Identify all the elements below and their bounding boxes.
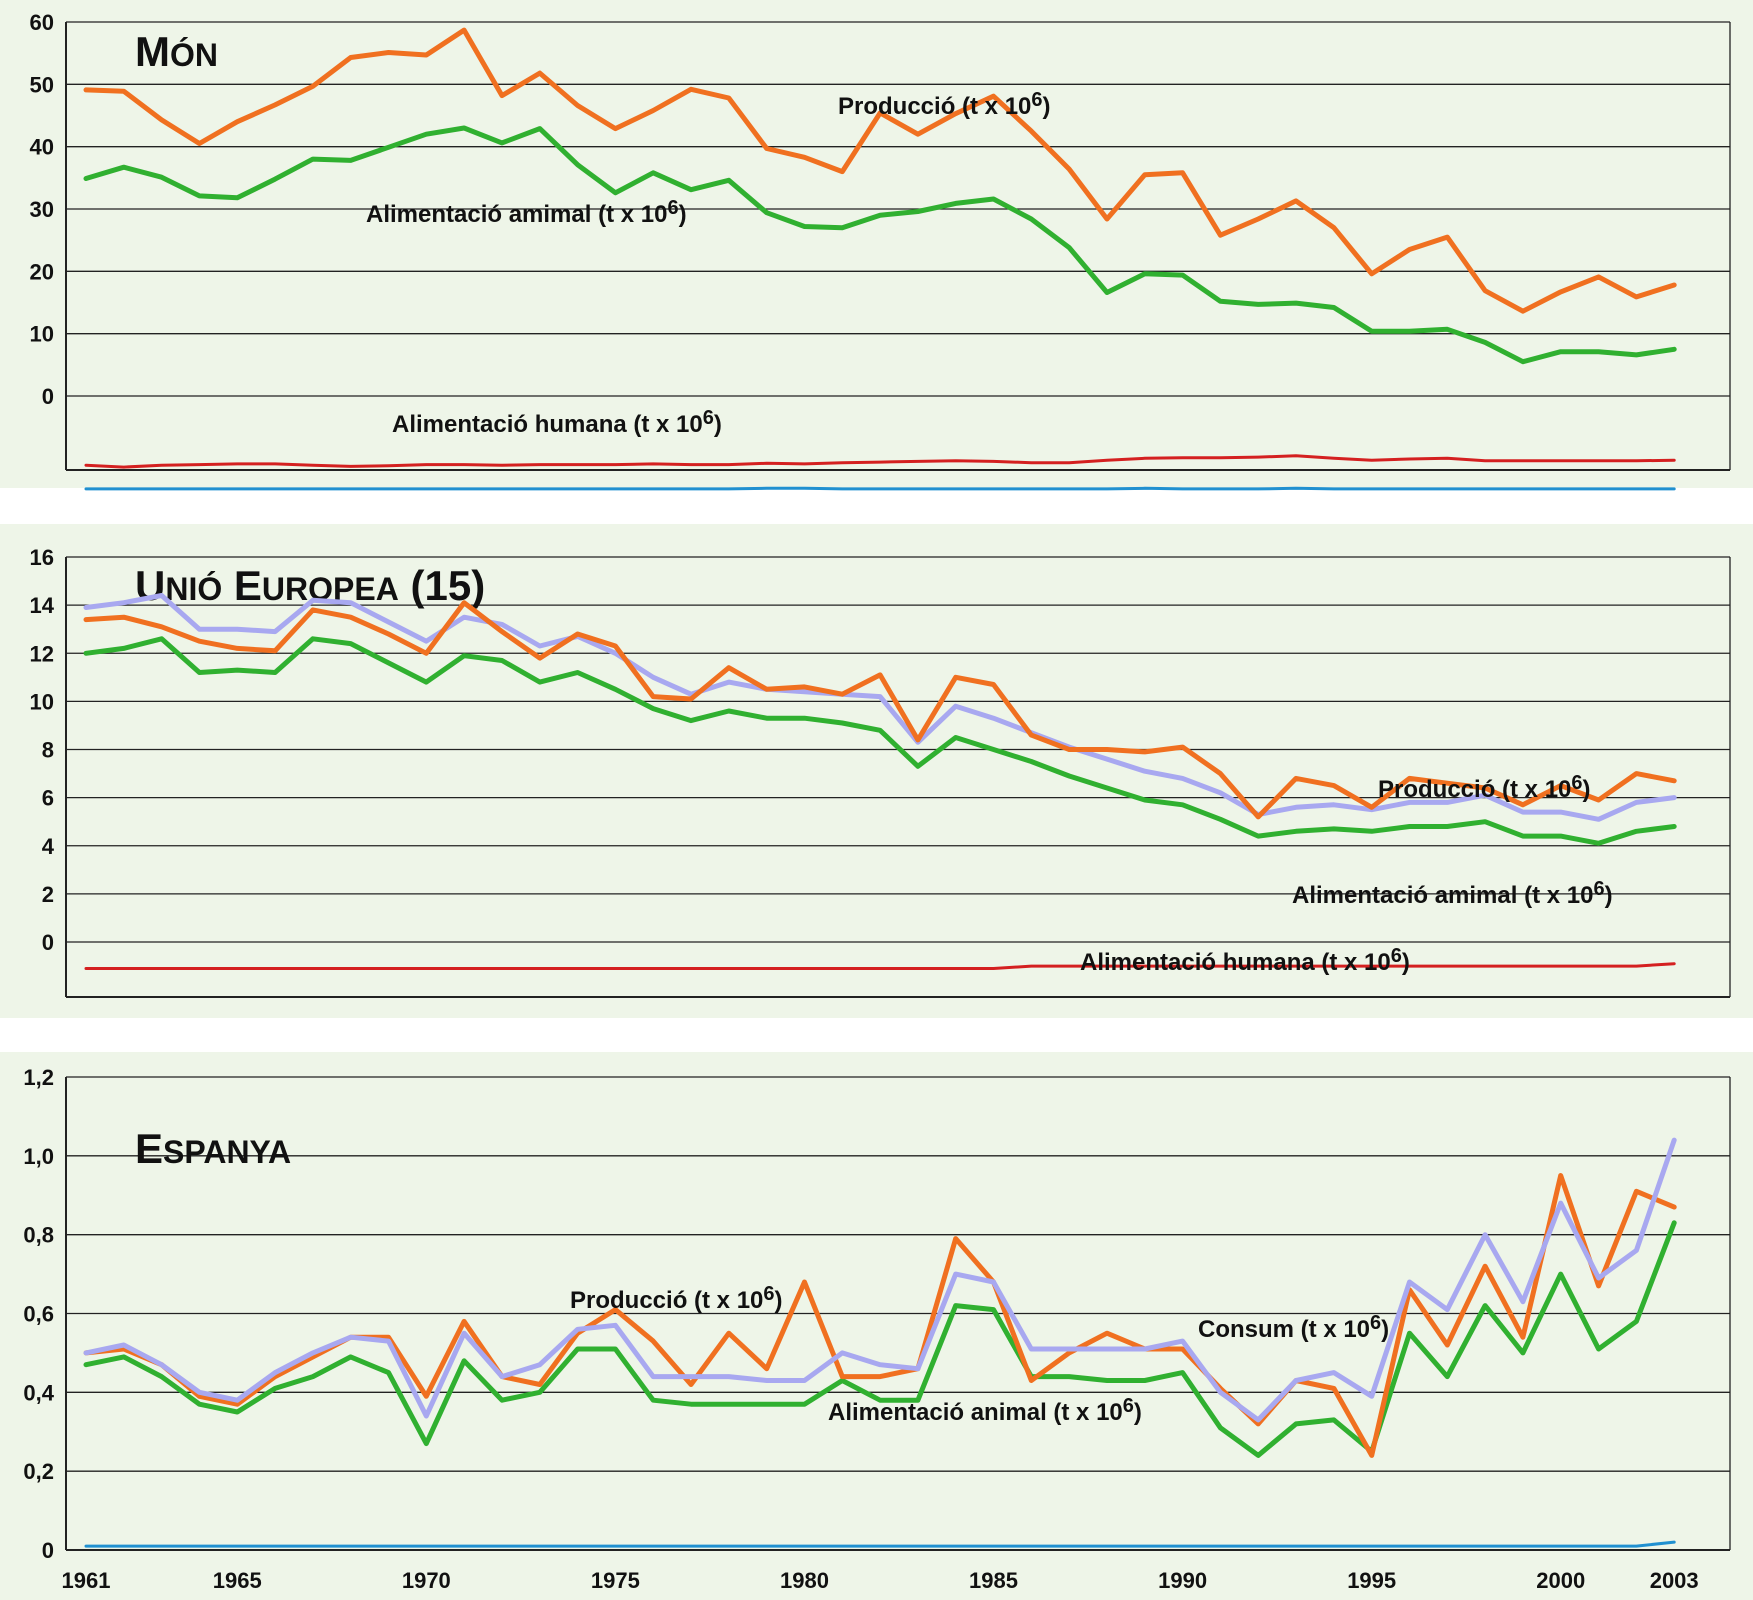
y-tick-label: 0 [42, 1538, 54, 1563]
y-tick-label: 8 [42, 738, 54, 763]
x-tick-label: 1985 [969, 1568, 1018, 1593]
y-tick-label: 0 [42, 384, 54, 409]
y-tick-label: 16 [30, 545, 54, 570]
x-tick-label: 2000 [1536, 1568, 1585, 1593]
series-label-produccio: Producció (t x 106) [838, 89, 1051, 120]
panel-background [0, 1052, 1753, 1600]
series-label-alimentacio-animal: Alimentació amimal (t x 106) [366, 197, 687, 228]
x-tick-label: 2003 [1650, 1568, 1699, 1593]
y-tick-label: 6 [42, 786, 54, 811]
y-tick-label: 1,2 [23, 1065, 54, 1090]
series-label-produccio: Producció (t x 106) [1378, 772, 1591, 803]
series-line-alimentacio-animal [83, 125, 1677, 365]
panel-background [0, 524, 1753, 1018]
y-tick-label: 60 [30, 10, 54, 35]
series-line-consum [83, 593, 1677, 822]
series-label-alimentacio-animal: Alimentació amimal (t x 106) [1292, 878, 1613, 909]
y-tick-label: 0,2 [23, 1459, 54, 1484]
y-tick-label: 14 [30, 593, 55, 618]
y-tick-label: 20 [30, 259, 54, 284]
y-tick-label: 2 [42, 882, 54, 907]
x-tick-label: 1980 [780, 1568, 829, 1593]
series-line-other [84, 486, 1676, 491]
series-line-alimentacio-animal [83, 636, 1677, 846]
x-tick-label: 1961 [62, 1568, 111, 1593]
series-label-consum: Consum (t x 106) [1198, 1312, 1389, 1343]
x-tick-label: 1975 [591, 1568, 640, 1593]
y-tick-label: 50 [30, 72, 54, 97]
series-line-consum [83, 1137, 1677, 1423]
series-label-produccio: Producció (t x 106) [570, 1283, 783, 1314]
chart-panel-1: 0 10 20 30 40 50 60 MÓN Producció (t x 106) Alime… [0, 0, 1753, 491]
panel-background [0, 0, 1753, 488]
y-tick-label: 12 [30, 641, 54, 666]
series-line-other [84, 1540, 1676, 1548]
series-label-alimentacio-humana: Alimentació humana (t x 106) [392, 407, 722, 438]
x-tick-label: 1990 [1158, 1568, 1207, 1593]
y-tick-label: 0 [42, 930, 54, 955]
series-label-alimentacio-animal: Alimentació animal (t x 106) [828, 1395, 1142, 1426]
series-line-alimentacio-humana [84, 454, 1676, 469]
y-tick-label: 1,0 [23, 1144, 54, 1169]
y-tick-label: 10 [30, 322, 54, 347]
y-tick-label: 0,6 [23, 1302, 54, 1327]
series-label-alimentacio-humana: Alimentació humana (t x 106) [1080, 945, 1410, 976]
series-line-alimentacio-animal [83, 1220, 1677, 1458]
y-tick-label: 30 [30, 197, 54, 222]
chart-title: MÓN [135, 28, 218, 75]
chart-title: ESPANYA [135, 1125, 291, 1172]
series-line-alimentacio-humana [84, 962, 1676, 970]
y-tick-label: 10 [30, 689, 54, 714]
y-tick-label: 0,8 [23, 1223, 54, 1248]
series-line-produccio [83, 27, 1677, 314]
x-tick-label: 1995 [1347, 1568, 1396, 1593]
x-tick-label: 1970 [402, 1568, 451, 1593]
y-tick-label: 0,4 [23, 1380, 54, 1405]
y-tick-label: 4 [42, 834, 55, 859]
chart-panel-3: 0 0,2 0,4 0,6 0,8 1,0 1,2 ESPANYA Producció (t x… [0, 1052, 1753, 1600]
y-tick-label: 40 [30, 135, 54, 160]
x-tick-label: 1965 [213, 1568, 262, 1593]
series-line-produccio [83, 600, 1677, 820]
